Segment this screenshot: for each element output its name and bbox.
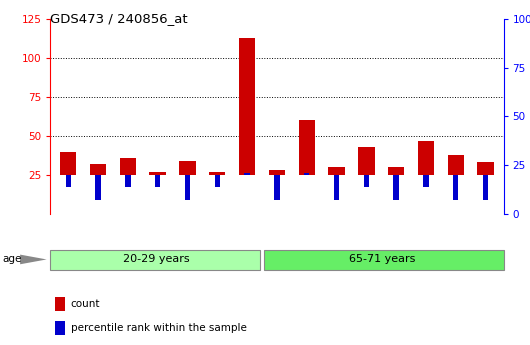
FancyBboxPatch shape: [264, 249, 504, 270]
Bar: [304, 173, 310, 175]
Bar: [274, 175, 280, 200]
Bar: [298, 120, 315, 175]
Bar: [149, 172, 166, 175]
Text: 65-71 years: 65-71 years: [349, 254, 416, 264]
Bar: [179, 161, 196, 175]
Bar: [448, 155, 464, 175]
Bar: [66, 175, 71, 187]
Bar: [269, 170, 285, 175]
Bar: [358, 147, 375, 175]
Bar: [388, 167, 404, 175]
Bar: [239, 38, 255, 175]
Text: age: age: [3, 255, 22, 264]
Bar: [215, 175, 220, 187]
Bar: [60, 151, 76, 175]
Bar: [244, 173, 250, 175]
Bar: [55, 297, 65, 311]
Bar: [120, 158, 136, 175]
Text: 20-29 years: 20-29 years: [123, 254, 189, 264]
Bar: [423, 175, 429, 187]
Bar: [125, 175, 130, 187]
Bar: [55, 321, 65, 335]
Bar: [90, 164, 106, 175]
Bar: [209, 172, 225, 175]
Text: count: count: [70, 299, 100, 309]
Bar: [478, 162, 494, 175]
FancyBboxPatch shape: [50, 249, 260, 270]
Bar: [393, 175, 399, 200]
Bar: [334, 175, 339, 200]
Text: GDS473 / 240856_at: GDS473 / 240856_at: [50, 12, 188, 25]
Bar: [483, 175, 488, 200]
Bar: [329, 167, 345, 175]
Bar: [155, 175, 161, 187]
Bar: [453, 175, 458, 200]
Bar: [185, 175, 190, 200]
Text: percentile rank within the sample: percentile rank within the sample: [70, 324, 246, 333]
Bar: [95, 175, 101, 200]
Bar: [418, 141, 434, 175]
Bar: [364, 175, 369, 187]
Polygon shape: [20, 255, 47, 264]
